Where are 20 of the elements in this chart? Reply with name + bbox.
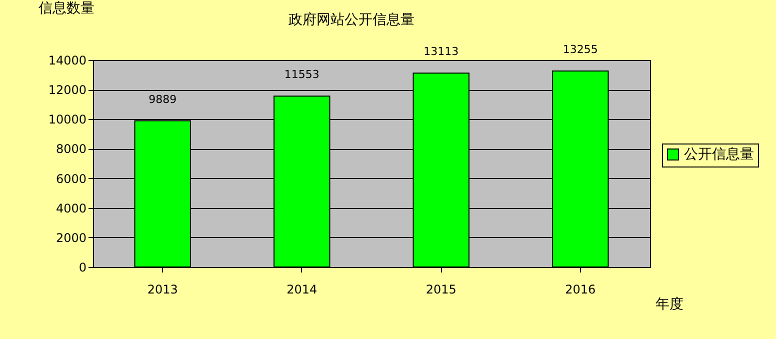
legend-label: 公开信息量 [684,146,754,162]
y-tick-label: 4000 [56,201,86,216]
chart-title: 政府网站公开信息量 [288,12,414,28]
x-tick-label: 2014 [286,282,318,296]
y-tick-label: 10000 [48,112,86,127]
y-tick-label: 6000 [56,172,86,186]
y-tick-label: 12000 [48,83,86,98]
data-label: 13255 [562,43,598,56]
data-label: 13113 [424,45,459,58]
data-label: 11553 [284,68,320,82]
x-tick-label: 2016 [565,282,596,296]
y-tick-label: 14000 [48,54,86,68]
x-axis-title: 年度 [656,296,684,312]
x-tick-label: 2015 [426,282,456,296]
y-axis-title: 信息数量 [38,0,94,16]
x-tick-label: 2013 [147,282,178,296]
data-label: 9889 [148,92,177,106]
y-tick-label: 0 [78,260,86,274]
y-tick-label: 8000 [56,142,86,156]
y-tick-label: 2000 [56,230,86,245]
